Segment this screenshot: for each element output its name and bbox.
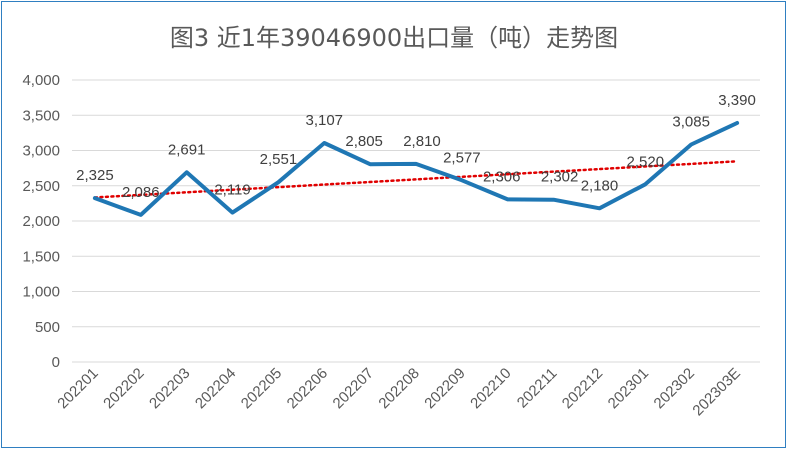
x-tick-label: 202209 [421,365,468,412]
x-tick-label: 202201 [54,365,101,412]
data-label: 2,805 [345,133,383,150]
gridlines [72,79,760,363]
x-tick-label: 202303E [689,365,743,419]
y-tick-label: 3,500 [22,107,60,124]
data-label: 2,691 [168,141,206,158]
data-label: 2,325 [76,167,114,184]
x-tick-label: 202208 [375,365,422,412]
y-tick-label: 500 [35,319,60,336]
y-tick-label: 1,000 [22,284,60,301]
data-label: 2,810 [403,133,441,150]
x-tick-label: 202204 [192,365,239,412]
x-tick-label: 202206 [284,365,331,412]
series-layer [92,121,740,217]
x-tick-label: 202205 [238,365,285,412]
data-label: 3,107 [305,112,343,129]
y-tick-label: 3,000 [22,143,60,160]
y-axis: 0 500 1,000 1,500 2,000 2,500 3,000 3,500 4,000 [22,72,60,371]
data-label: 2,520 [627,153,665,170]
x-tick-label: 202207 [330,365,377,412]
data-label: 3,390 [718,92,756,109]
x-tick-label: 202202 [100,365,147,412]
data-label: 2,180 [581,177,619,194]
data-label: 2,551 [260,151,298,168]
data-label: 2,577 [443,149,481,166]
data-label: 2,302 [541,169,579,186]
data-label: 3,085 [672,114,710,131]
x-tick-label: 202211 [514,365,561,412]
x-tick-label: 202210 [467,365,514,412]
series-line [92,121,740,217]
y-tick-label: 4,000 [22,72,60,89]
x-tick-label: 202212 [559,365,606,412]
y-tick-label: 2,500 [22,178,60,195]
x-axis: 2022012022022022032022042022052022062022… [54,365,744,419]
data-label: 2,306 [483,168,521,185]
y-tick-label: 2,000 [22,213,60,230]
x-tick-label: 202203 [146,365,193,412]
data-label: 2,086 [122,184,160,201]
y-tick-label: 1,500 [22,248,60,265]
chart-title: 图3 近1年39046900出口量（吨）走势图 [170,24,618,52]
trendline [93,160,739,199]
y-tick-label: 0 [52,354,60,371]
x-tick-label: 202301 [605,365,652,412]
data-label: 2,119 [214,182,250,199]
